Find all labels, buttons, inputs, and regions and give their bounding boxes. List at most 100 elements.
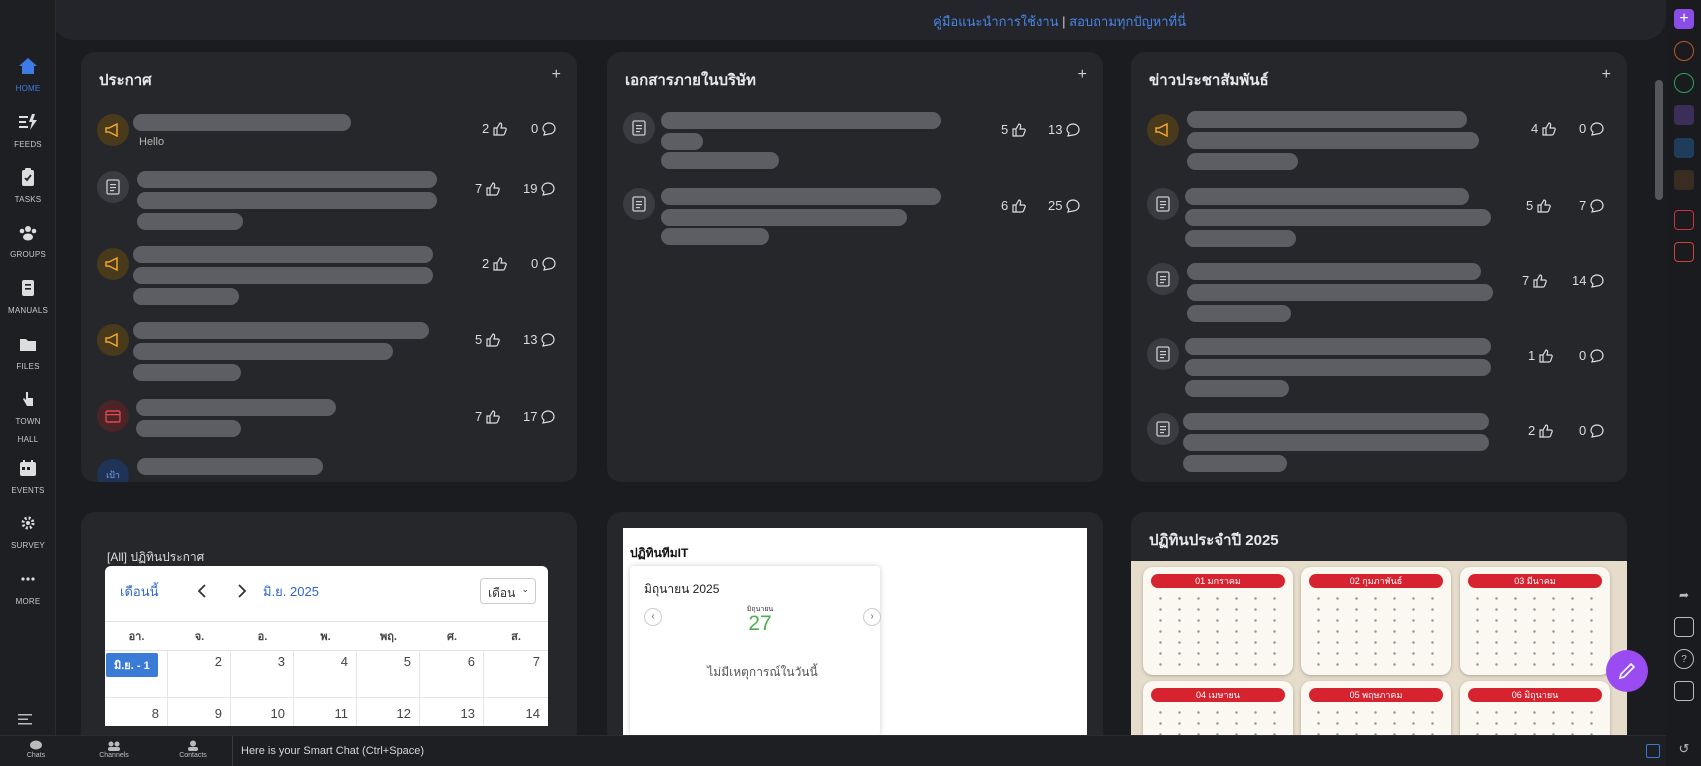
flag-icon[interactable] <box>1674 170 1694 190</box>
page-scrollbar[interactable] <box>1655 80 1663 200</box>
briefcase-icon[interactable] <box>1674 242 1694 262</box>
clock-icon[interactable] <box>1674 41 1694 61</box>
likes-count[interactable]: 6 <box>1001 198 1027 213</box>
nav-feeds[interactable]: FEEDS <box>0 113 56 152</box>
likes-count[interactable]: 5 <box>475 332 501 347</box>
chats-tab[interactable]: Chats <box>11 740 61 759</box>
comments-count[interactable]: 25 <box>1048 198 1081 213</box>
chevron-left-icon[interactable] <box>197 584 207 598</box>
nav-events[interactable]: EVENTS <box>0 459 56 498</box>
nav-label: FEEDS <box>14 140 42 149</box>
nav-survey[interactable]: SURVEY <box>0 514 56 553</box>
comments-count[interactable]: 7 <box>1579 198 1604 213</box>
day-cell[interactable]: 5 <box>357 651 420 698</box>
plus-icon[interactable]: + <box>1674 9 1694 29</box>
likes-count[interactable]: 1 <box>1528 348 1554 363</box>
likes-count[interactable]: 5 <box>1001 122 1027 137</box>
likes-count[interactable]: 7 <box>1522 273 1548 288</box>
likes-count[interactable]: 5 <box>1526 198 1552 213</box>
day-cell[interactable]: 6 <box>420 651 484 698</box>
nav-more[interactable]: MORE <box>0 570 56 609</box>
day-cell[interactable]: 14 <box>484 698 548 726</box>
nav-manuals[interactable]: MANUALS <box>0 279 56 318</box>
list-item[interactable]: Hello 2 0 <box>81 111 577 155</box>
day-cell[interactable]: 11 <box>294 698 357 726</box>
list-item[interactable]: 7 19 <box>81 171 577 233</box>
list-item[interactable]: 1 0 <box>1131 338 1627 400</box>
day-cell[interactable]: 2 <box>168 651 231 698</box>
list-item[interactable]: 5 13 <box>607 112 1103 174</box>
day-cell[interactable]: 12 <box>357 698 420 726</box>
view-select[interactable]: เดือน ⌄ <box>480 578 536 604</box>
add-button[interactable]: + <box>1601 66 1611 83</box>
comments-count[interactable]: 0 <box>531 256 556 271</box>
comments-count[interactable]: 13 <box>523 332 556 347</box>
comments-count[interactable]: 0 <box>1579 348 1604 363</box>
settings-icon[interactable] <box>1674 73 1694 93</box>
manual-link[interactable]: คู่มือแนะนำการใช้งาน <box>933 14 1059 29</box>
comments-count[interactable]: 0 <box>531 121 556 136</box>
likes-count[interactable]: 7 <box>475 409 501 424</box>
event-tag[interactable]: มิ.ย. - 1 <box>106 653 158 677</box>
nav-files[interactable]: FILES <box>0 335 56 374</box>
list-item[interactable]: 2 0 <box>1131 413 1627 475</box>
thumbs-up-icon <box>493 121 508 136</box>
add-button[interactable]: + <box>551 66 561 83</box>
refresh-icon[interactable]: ↺ <box>1678 741 1690 756</box>
calendar-event-icon <box>97 400 129 432</box>
groups-icon <box>19 226 37 241</box>
list-item[interactable]: เป้า <box>81 453 577 482</box>
smart-chat-input[interactable]: Here is your Smart Chat (Ctrl+Space) <box>232 736 1612 766</box>
notes-icon[interactable] <box>1646 744 1660 758</box>
day-cell[interactable]: 8 <box>105 698 168 726</box>
comments-count[interactable]: 17 <box>523 409 556 424</box>
day-cell[interactable]: มิ.ย. - 1 <box>105 651 168 698</box>
logout-icon[interactable] <box>1674 681 1694 701</box>
day-cell[interactable]: 4 <box>294 651 357 698</box>
people-icon[interactable] <box>1674 105 1694 125</box>
day-cell[interactable]: 9 <box>168 698 231 726</box>
comments-count[interactable]: 13 <box>1048 122 1081 137</box>
list-item[interactable]: 7 14 <box>1131 263 1627 325</box>
day-cell[interactable]: 10 <box>231 698 294 726</box>
comments-count[interactable]: 0 <box>1579 121 1604 136</box>
list-item[interactable]: 6 25 <box>607 188 1103 250</box>
list-item[interactable]: 5 13 <box>81 322 577 384</box>
list-item[interactable]: 4 0 <box>1131 111 1627 173</box>
contacts-tab[interactable]: Contacts <box>168 740 218 759</box>
comments-count[interactable]: 14 <box>1572 273 1605 288</box>
day-cell[interactable]: 13 <box>420 698 484 726</box>
day-cell[interactable]: 3 <box>231 651 294 698</box>
likes-count[interactable]: 7 <box>475 181 501 196</box>
collapse-menu-icon[interactable] <box>18 713 34 725</box>
nav-home[interactable]: HOME <box>0 57 56 96</box>
today-button[interactable]: เดือนนี้ <box>120 584 159 599</box>
list-item[interactable]: 5 7 <box>1131 188 1627 250</box>
nav-townhall[interactable]: TOWN HALL <box>0 390 56 447</box>
comments-count[interactable]: 19 <box>523 181 556 196</box>
day-cell[interactable]: 7 <box>484 651 548 698</box>
chevron-right-icon[interactable] <box>237 584 247 598</box>
thumbs-up-icon <box>1012 198 1027 213</box>
compose-button[interactable] <box>1606 650 1648 692</box>
nav-groups[interactable]: GROUPS <box>0 223 56 262</box>
comments-count[interactable]: 0 <box>1579 423 1604 438</box>
year-calendar-image[interactable]: 01 มกราคม 02 กุมภาพันธ์ 03 มีนาคม 04 เมษ… <box>1131 561 1627 735</box>
likes-count[interactable]: 2 <box>482 121 508 136</box>
share-icon[interactable]: ➦ <box>1678 588 1690 602</box>
org-icon[interactable] <box>1674 138 1694 158</box>
help-icon[interactable]: ? <box>1674 649 1694 669</box>
channels-tab[interactable]: Channels <box>89 740 139 759</box>
likes-count[interactable]: 2 <box>482 256 508 271</box>
list-item[interactable]: 7 17 <box>81 399 577 443</box>
faq-link[interactable]: สอบถามทุกปัญหาที่นี่ <box>1069 14 1186 29</box>
likes-count[interactable]: 4 <box>1531 121 1557 136</box>
chevron-left-icon[interactable]: ‹ <box>644 608 662 626</box>
add-button[interactable]: + <box>1077 66 1087 83</box>
chevron-right-icon[interactable]: › <box>863 608 881 626</box>
nav-tasks[interactable]: TASKS <box>0 168 56 207</box>
trash-icon[interactable] <box>1674 617 1694 637</box>
video-icon[interactable] <box>1674 210 1694 230</box>
list-item[interactable]: 2 0 <box>81 246 577 308</box>
likes-count[interactable]: 2 <box>1528 423 1554 438</box>
